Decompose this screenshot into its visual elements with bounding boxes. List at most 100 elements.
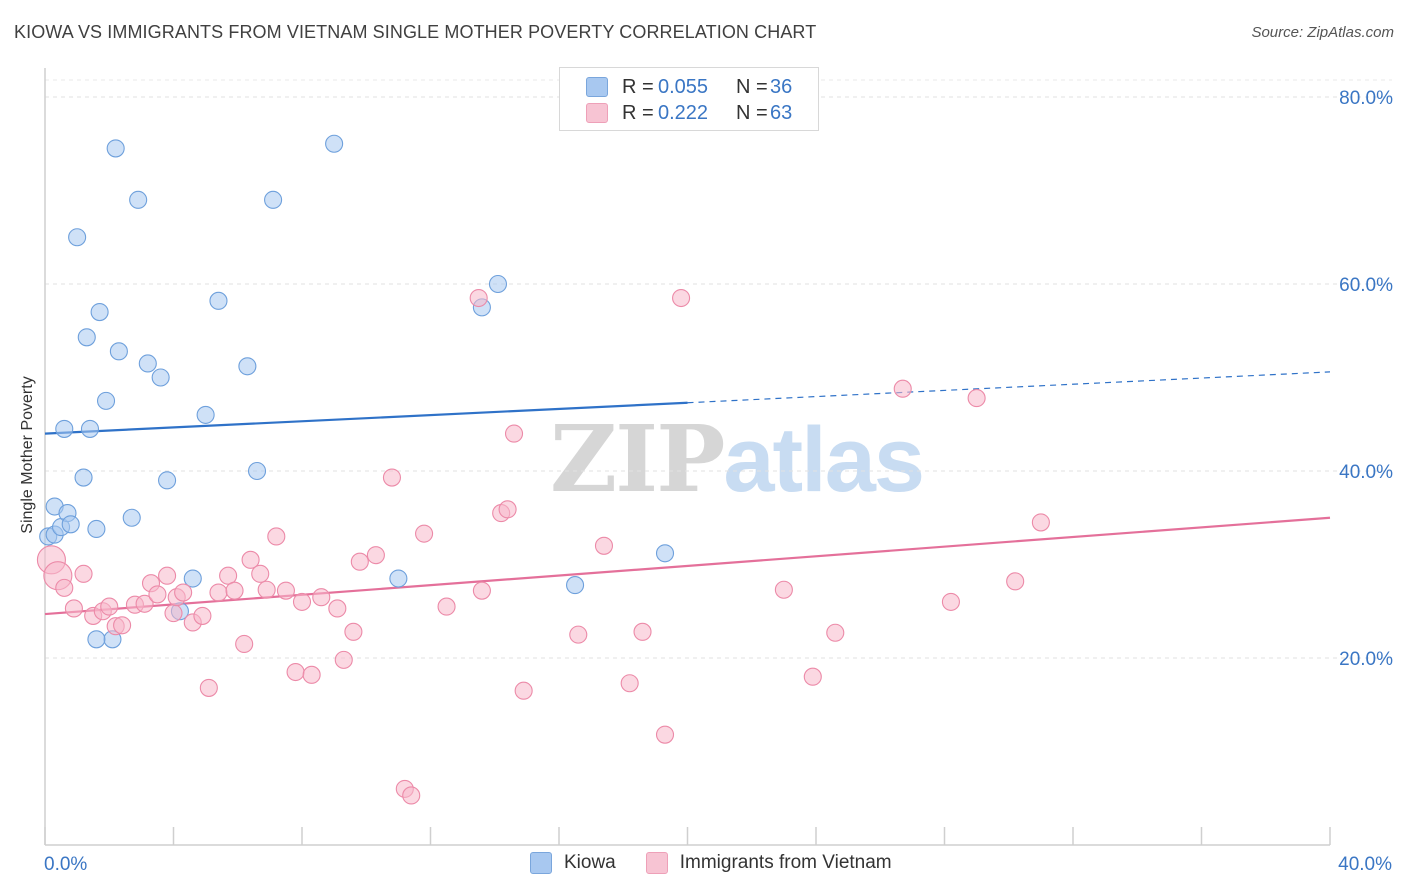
y-tick-label: 20.0% (1339, 649, 1393, 670)
x-tick-label: 0.0% (44, 854, 87, 875)
data-point-vietnam (415, 524, 434, 543)
data-point-kiowa (106, 139, 125, 158)
data-point-vietnam (193, 606, 212, 625)
data-point-vietnam (633, 622, 652, 641)
data-point-kiowa (122, 508, 141, 527)
x-tick-label: 40.0% (1338, 854, 1392, 875)
trend-line-extension (687, 371, 1331, 404)
data-point-vietnam (312, 588, 331, 607)
series-swatch-vietnam (645, 852, 668, 874)
data-point-vietnam (251, 564, 270, 583)
data-point-vietnam (774, 580, 793, 599)
data-point-kiowa (183, 569, 202, 588)
data-point-vietnam (344, 622, 363, 641)
legend-row-vietnam: R = 0.222 N = 63 (586, 101, 792, 125)
data-point-kiowa (264, 190, 283, 209)
data-point-vietnam (620, 674, 639, 693)
data-point-vietnam (1031, 513, 1050, 532)
data-point-vietnam (504, 424, 524, 443)
data-point-kiowa (74, 468, 93, 487)
data-point-kiowa (68, 228, 87, 247)
data-point-kiowa (61, 515, 80, 534)
data-point-vietnam (100, 597, 119, 616)
data-point-vietnam (148, 585, 167, 604)
data-point-vietnam (225, 581, 244, 600)
data-point-vietnam (286, 662, 305, 682)
data-point-vietnam (158, 566, 177, 585)
data-point-kiowa (196, 405, 215, 424)
data-point-kiowa (129, 190, 148, 209)
legend-swatch-kiowa (586, 77, 608, 97)
data-point-vietnam (241, 550, 260, 569)
correlation-legend: R = 0.055 N = 36 R = 0.222 N = 63 (559, 67, 819, 131)
data-point-vietnam (366, 546, 385, 565)
data-point-kiowa (77, 328, 96, 347)
data-point-vietnam (302, 665, 321, 684)
data-point-vietnam (219, 566, 238, 585)
data-point-vietnam (469, 288, 488, 308)
legend-n-label: N = (736, 101, 768, 124)
data-point-vietnam (74, 564, 93, 583)
series-label-kiowa: Kiowa (564, 852, 616, 873)
data-point-kiowa (325, 134, 344, 153)
data-point-vietnam (569, 625, 588, 644)
data-point-vietnam (113, 616, 132, 635)
data-point-vietnam (334, 650, 353, 669)
watermark-atlas: atlas (723, 409, 925, 511)
data-point-kiowa (389, 569, 408, 588)
data-point-vietnam (803, 667, 822, 686)
trend-line (44, 401, 688, 435)
source-label: Source: ZipAtlas.com (1251, 24, 1394, 41)
data-point-vietnam (941, 592, 960, 611)
data-point-vietnam (276, 581, 295, 600)
watermark: ZIPatlas (550, 405, 925, 513)
legend-n-label: N = (736, 75, 768, 98)
data-point-vietnam (514, 681, 533, 700)
series-label-vietnam: Immigrants from Vietnam (679, 852, 892, 873)
data-point-vietnam (826, 623, 845, 642)
y-tick-label: 60.0% (1339, 275, 1393, 296)
series-legend-vietnam: Immigrants from Vietnam (645, 852, 892, 874)
data-point-vietnam (164, 604, 183, 623)
series-legend: Kiowa Immigrants from Vietnam (530, 852, 922, 874)
series-swatch-kiowa (530, 852, 552, 874)
data-point-vietnam (257, 580, 276, 599)
legend-r-label: R = (622, 75, 654, 98)
data-point-kiowa (90, 302, 109, 322)
data-point-kiowa (151, 368, 170, 387)
legend-row-kiowa: R = 0.055 N = 36 (586, 75, 792, 99)
data-point-kiowa (80, 419, 100, 438)
data-points (36, 134, 1050, 805)
data-point-vietnam (655, 725, 675, 744)
legend-r-value: 0.055 (658, 75, 709, 98)
data-point-kiowa (109, 342, 128, 361)
data-point-vietnam (292, 592, 312, 611)
data-point-vietnam (402, 786, 421, 805)
data-point-kiowa (566, 576, 585, 595)
y-axis-label: Single Mother Poverty (19, 376, 36, 534)
series-legend-kiowa: Kiowa (530, 852, 616, 874)
chart-title: KIOWA VS IMMIGRANTS FROM VIETNAM SINGLE … (14, 22, 817, 42)
data-point-vietnam (55, 578, 74, 597)
data-point-vietnam (328, 599, 347, 618)
data-point-vietnam (967, 389, 986, 408)
data-point-kiowa (209, 291, 228, 310)
data-point-vietnam (135, 594, 154, 613)
data-point-vietnam (382, 468, 402, 487)
data-point-vietnam (893, 379, 912, 398)
legend-r-value: 0.222 (658, 101, 709, 124)
data-point-vietnam (498, 500, 517, 519)
y-tick-label: 40.0% (1339, 462, 1393, 483)
data-point-vietnam (350, 552, 369, 571)
trend-lines (44, 371, 1331, 616)
data-point-kiowa (488, 274, 508, 294)
data-point-kiowa (238, 357, 257, 376)
legend-n-value: 36 (770, 75, 793, 98)
data-point-vietnam (1006, 572, 1025, 591)
axes (44, 68, 1331, 846)
data-point-kiowa (247, 461, 267, 481)
data-point-kiowa (55, 419, 74, 438)
legend-r-label: R = (622, 101, 654, 124)
data-point-kiowa (158, 471, 177, 490)
